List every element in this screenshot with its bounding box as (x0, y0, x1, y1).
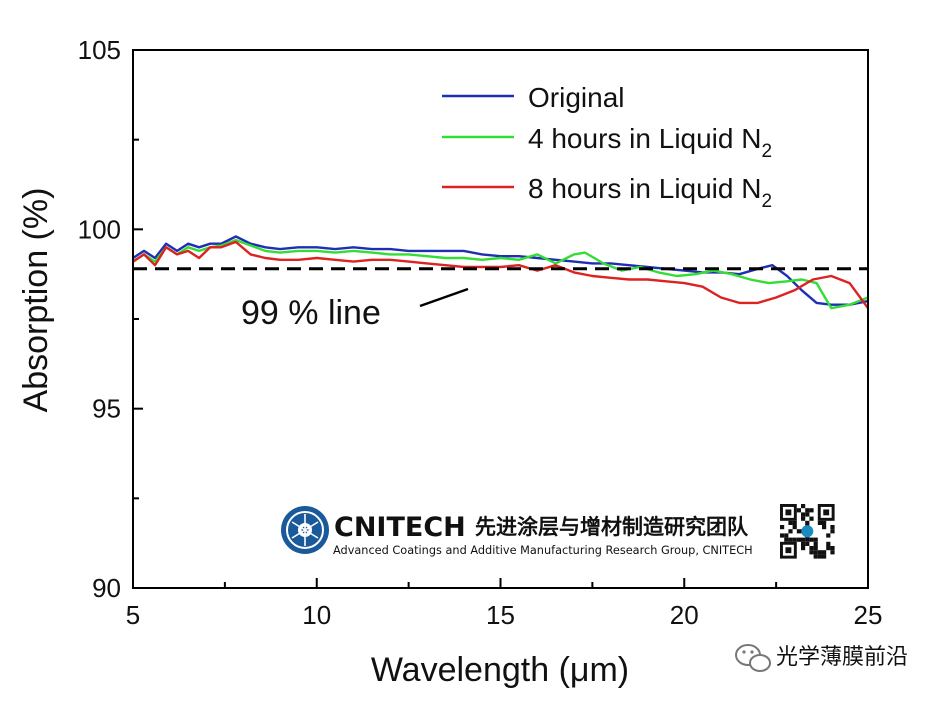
wechat-icon (735, 644, 771, 672)
x-tick-label: 5 (126, 600, 140, 630)
legend: Original 4 hours in Liquid N2 8 hours in L… (442, 82, 772, 212)
x-tick-label: 20 (670, 600, 699, 630)
legend-label-1: Original (528, 82, 624, 113)
watermark-brand: CNITECH (334, 512, 466, 543)
emblem-icon (281, 506, 329, 554)
y-tick-label: 90 (92, 573, 121, 603)
x-axis-label: Wavelength (μm) (371, 651, 629, 689)
x-tick-label: 10 (302, 600, 331, 630)
series-layer (133, 235, 868, 310)
watermark: CNITECH 先进涂层与增材制造研究团队 Advanced Coatings … (281, 502, 837, 561)
legend-label-2: 4 hours in Liquid N2 (528, 123, 772, 162)
y-tick-label: 100 (78, 214, 121, 244)
reference-label-pointer (419, 287, 469, 308)
watermark-subtitle: Advanced Coatings and Additive Manufactu… (333, 544, 753, 557)
x-tick-label: 15 (486, 600, 515, 630)
y-axis-label: Absorption (%) (17, 188, 55, 413)
series-line-3 (133, 240, 868, 309)
legend-subscript: 2 (761, 191, 772, 212)
qr-code-icon (778, 502, 837, 561)
legend-subscript: 2 (761, 141, 772, 162)
footer-account: 光学薄膜前沿 (735, 644, 908, 672)
account-name: 光学薄膜前沿 (776, 645, 908, 670)
legend-label-3: 8 hours in Liquid N2 (528, 173, 772, 212)
y-tick-label: 95 (92, 394, 121, 424)
x-axis: 5 10 15 20 25 (126, 578, 883, 630)
x-tick-label: 25 (854, 600, 883, 630)
y-axis: 90 95 100 105 (78, 35, 143, 603)
reference-line-label: 99 % line (241, 294, 381, 332)
series-line-1 (133, 235, 868, 306)
watermark-brand-cn: 先进涂层与增材制造研究团队 (475, 515, 749, 539)
y-tick-label: 105 (78, 35, 121, 65)
